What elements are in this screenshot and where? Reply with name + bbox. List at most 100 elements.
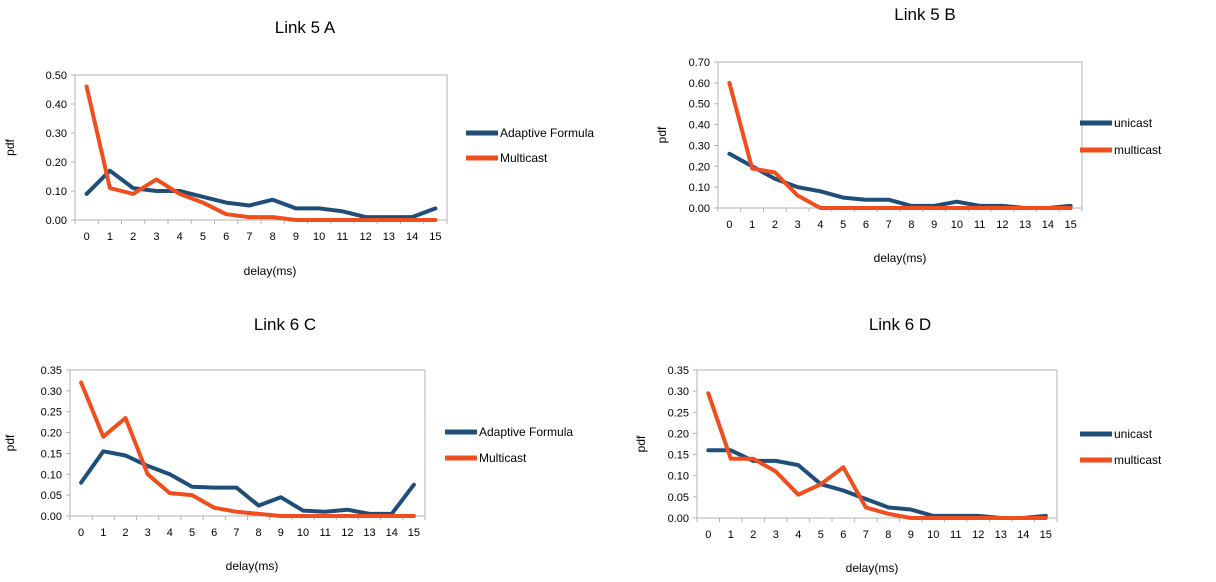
legend-label: Adaptive Formula [500, 126, 594, 140]
x-tick-label: 1 [749, 219, 755, 231]
y-tick-label: 0.50 [46, 70, 67, 82]
x-tick-label: 8 [270, 231, 276, 243]
chart-3: Link 6 C 0.00 0.05 0.10 0.15 0.20 0.25 0.30 0.35… [3, 315, 573, 573]
y-tick-label: 0.20 [46, 157, 67, 169]
x-tick-label: 10 [313, 231, 325, 243]
x-tick-label: 5 [189, 527, 195, 539]
chart-title: Link 5 B [894, 5, 955, 24]
x-tick-label: 4 [177, 231, 183, 243]
legend-label: Adaptive Formula [479, 425, 573, 439]
chart-title: Link 6 D [869, 315, 931, 334]
x-tick-label: 12 [341, 527, 353, 539]
x-tick-label: 5 [818, 529, 824, 541]
y-tick-label: 0.05 [668, 492, 689, 504]
x-tick-label: 9 [278, 527, 284, 539]
x-tick-label: 11 [337, 231, 348, 243]
x-tick-label: 14 [386, 527, 398, 539]
y-tick-label: 0.10 [41, 469, 62, 481]
chart-4: Link 6 D 0.00 0.05 0.10 0.15 0.20 0.25 0.30 0.35… [634, 315, 1162, 575]
y-tick-label: 0.00 [41, 511, 62, 523]
x-tick-label: 4 [167, 527, 173, 539]
x-tick-label: 1 [100, 527, 106, 539]
series-line-adaptive-formula [79, 449, 416, 516]
series-line-multicast [79, 380, 416, 518]
x-tick-label: 10 [927, 529, 939, 541]
y-tick-label: 0.35 [41, 365, 62, 377]
y-axis-label: pdf [3, 138, 17, 155]
x-tick-label: 10 [297, 527, 309, 539]
x-tick-label: 9 [908, 529, 914, 541]
x-tick-label: 12 [360, 231, 372, 243]
y-tick-label: 0.10 [689, 182, 710, 194]
x-tick-label: 9 [931, 219, 937, 231]
y-axis-label: pdf [634, 435, 648, 452]
x-axis-label: delay(ms) [874, 251, 927, 265]
y-tick-label: 0.10 [46, 186, 67, 198]
y-axis-label: pdf [655, 126, 669, 143]
x-axis-label: delay(ms) [846, 561, 899, 575]
legend-label: multicast [1114, 453, 1162, 467]
x-tick-label: 8 [256, 527, 262, 539]
y-tick-label: 0.15 [668, 450, 689, 462]
y-tick-label: 0.00 [668, 513, 689, 525]
x-tick-label: 3 [773, 529, 779, 541]
y-tick-label: 0.50 [689, 99, 710, 111]
y-tick-label: 0.20 [689, 161, 710, 173]
x-tick-label: 2 [130, 231, 136, 243]
y-axis-label: pdf [3, 434, 17, 451]
legend-label: multicast [1114, 143, 1162, 157]
x-tick-label: 2 [772, 219, 778, 231]
y-tick-label: 0.30 [41, 386, 62, 398]
x-tick-label: 11 [319, 527, 330, 539]
x-tick-label: 6 [211, 527, 217, 539]
x-tick-label: 0 [84, 231, 90, 243]
legend-label: unicast [1114, 116, 1153, 130]
x-axis-label: delay(ms) [226, 559, 279, 573]
x-tick-label: 7 [863, 529, 869, 541]
x-tick-label: 15 [1040, 529, 1052, 541]
plot-area [717, 61, 1083, 209]
x-tick-label: 11 [950, 529, 961, 541]
x-tick-label: 14 [1017, 529, 1029, 541]
chart-1: Link 5 A0.000.100.200.300.400.500 1 2 3 4 5 6 7… [3, 18, 594, 278]
x-tick-label: 15 [408, 527, 420, 539]
x-tick-label: 12 [996, 219, 1008, 231]
x-tick-label: 0 [726, 219, 732, 231]
series-line-multicast [706, 391, 1048, 520]
y-tick-label: 0.35 [668, 365, 689, 377]
x-axis-label: delay(ms) [244, 264, 297, 278]
x-tick-label: 3 [795, 219, 801, 231]
x-tick-label: 6 [863, 219, 869, 231]
legend-label: Multicast [479, 451, 527, 465]
y-tick-label: 0.60 [689, 78, 710, 90]
x-tick-label: 5 [840, 219, 846, 231]
chart-2: Link 5 B 0.00 0.10 0.20 0.30 0.40 0.50 0.60 0.70… [655, 5, 1162, 265]
y-tick-label: 0.30 [668, 386, 689, 398]
x-tick-label: 6 [223, 231, 229, 243]
y-tick-label: 0.00 [46, 215, 67, 227]
x-tick-label: 1 [728, 529, 734, 541]
x-tick-label: 8 [885, 529, 891, 541]
y-tick-label: 0.70 [689, 57, 710, 69]
x-tick-label: 0 [78, 527, 84, 539]
x-tick-label: 0 [705, 529, 711, 541]
legend-label: Multicast [500, 151, 548, 165]
x-tick-label: 10 [951, 219, 963, 231]
y-tick-label: 0.25 [668, 407, 689, 419]
x-tick-label: 7 [233, 527, 239, 539]
x-tick-label: 7 [886, 219, 892, 231]
x-tick-label: 14 [1042, 219, 1054, 231]
y-tick-label: 0.20 [41, 428, 62, 440]
x-tick-label: 9 [293, 231, 299, 243]
x-tick-label: 11 [974, 219, 985, 231]
x-tick-label: 13 [1019, 219, 1031, 231]
x-tick-label: 1 [107, 231, 113, 243]
y-tick-label: 0.05 [41, 490, 62, 502]
y-tick-label: 0.10 [668, 471, 689, 483]
x-tick-label: 14 [406, 231, 418, 243]
x-tick-label: 6 [840, 529, 846, 541]
y-tick-label: 0.40 [689, 120, 710, 132]
x-tick-label: 3 [145, 527, 151, 539]
plot-area [74, 74, 448, 221]
